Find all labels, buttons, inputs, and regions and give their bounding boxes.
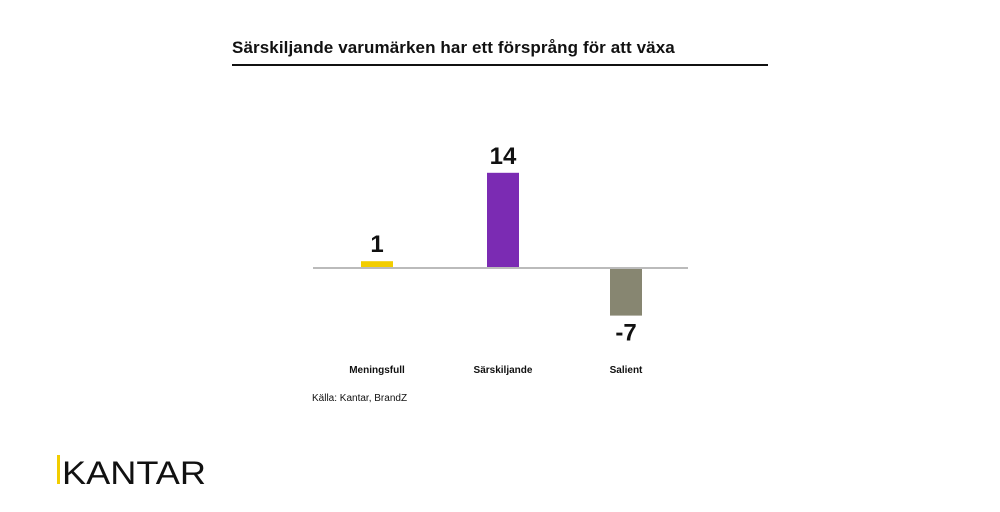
- category-label-salient: Salient: [610, 365, 643, 376]
- data-label-meningsfull: 1: [370, 231, 383, 258]
- bar-särskiljande: [487, 172, 519, 268]
- category-label-meningsfull: Meningsfull: [349, 365, 405, 376]
- data-label-särskiljande: 14: [490, 143, 517, 170]
- bar-meningsfull: [361, 261, 393, 268]
- source-note: Källa: Kantar, BrandZ: [312, 393, 408, 404]
- category-label-särskiljande: Särskiljande: [474, 365, 533, 376]
- kantar-logo: KANTAR: [57, 455, 206, 490]
- chart-title: Särskiljande varumärken har ett försprån…: [232, 38, 768, 66]
- data-label-salient: -7: [615, 320, 636, 347]
- bar-salient: [610, 268, 642, 316]
- logo-accent-bar: [57, 455, 60, 484]
- logo-wordmark: KANTAR: [62, 455, 206, 490]
